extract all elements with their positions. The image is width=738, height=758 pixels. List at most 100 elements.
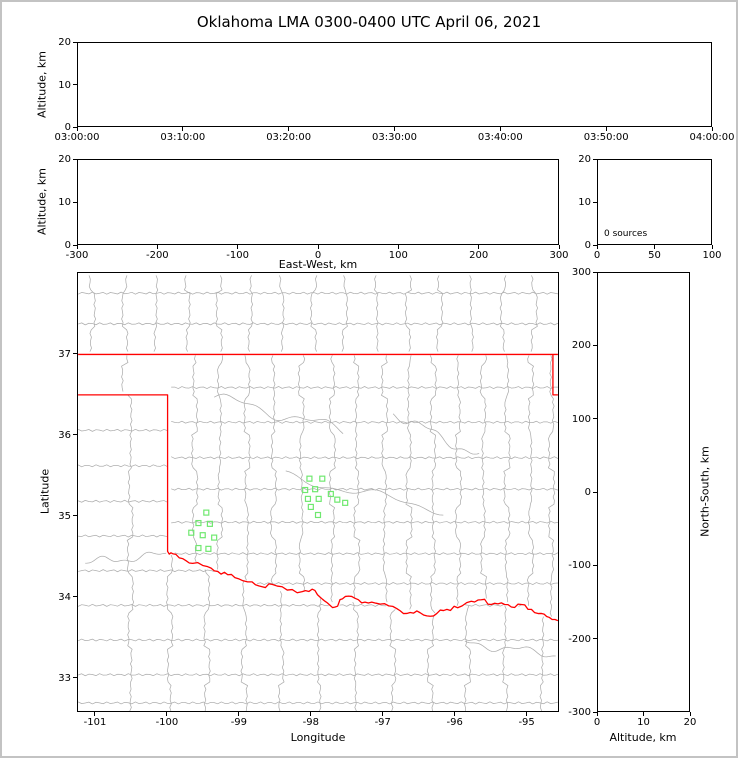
x-tick-label: 0 bbox=[314, 250, 322, 261]
y-tick-mark bbox=[73, 84, 77, 85]
y-tick-label: 200 bbox=[571, 340, 591, 352]
x-tick-label: 03:40:00 bbox=[477, 132, 523, 143]
x-tick-label: -99 bbox=[230, 717, 248, 728]
x-tick-mark bbox=[689, 712, 691, 716]
x-tick-mark bbox=[643, 712, 644, 716]
county-borders bbox=[78, 275, 558, 711]
y-tick-mark bbox=[73, 201, 77, 203]
x-tick-mark bbox=[596, 245, 598, 249]
x-tick-mark bbox=[166, 712, 168, 716]
x-tick-label: 03:20:00 bbox=[266, 132, 312, 143]
y-tick-label: 20 bbox=[58, 154, 71, 165]
x-tick-mark bbox=[499, 127, 501, 131]
y-tick-label: 100 bbox=[571, 413, 591, 425]
x-tick-mark bbox=[317, 245, 319, 249]
x-tick-label: -100 bbox=[155, 717, 179, 728]
x-tick-label: -96 bbox=[446, 717, 463, 728]
x-tick-mark bbox=[382, 712, 384, 716]
x-tick-mark bbox=[478, 245, 480, 249]
x-tick-label: 200 bbox=[469, 250, 489, 261]
x-tick-mark bbox=[605, 127, 607, 131]
y-tick-mark bbox=[593, 491, 597, 493]
x-tick-label: 100 bbox=[388, 250, 408, 261]
x-tick-label: -98 bbox=[302, 717, 319, 728]
plot-title: Oklahoma LMA 0300-0400 UTC April 06, 202… bbox=[196, 13, 542, 31]
lma-station-marker bbox=[307, 503, 314, 511]
y-tick-label: 10 bbox=[58, 197, 71, 208]
x-tick-label: 100 bbox=[702, 250, 722, 261]
lma-station-marker bbox=[304, 495, 312, 502]
x-tick-label: -200 bbox=[145, 250, 169, 261]
y-tick-mark bbox=[73, 434, 77, 436]
lma-station-marker bbox=[319, 475, 326, 482]
altitude-histogram-panel: 0 sources bbox=[597, 159, 712, 245]
lma-station-marker bbox=[203, 509, 210, 516]
x-tick-label: 300 bbox=[549, 250, 569, 261]
x-tick-mark bbox=[654, 245, 655, 249]
lma-station-marker bbox=[205, 545, 212, 552]
x-tick-label: 0 bbox=[593, 250, 601, 261]
ns-panel-ylabel: North-South, km bbox=[698, 446, 712, 537]
lma-station-marker bbox=[312, 486, 319, 493]
lma-station-marker bbox=[188, 529, 195, 536]
x-tick-label: 20 bbox=[683, 717, 697, 728]
y-tick-label: 10 bbox=[578, 197, 591, 208]
x-tick-label: -97 bbox=[374, 717, 391, 728]
lma-station-marker bbox=[199, 532, 206, 539]
y-tick-mark bbox=[73, 158, 77, 160]
lma-station-marker bbox=[327, 490, 334, 498]
x-tick-label: -95 bbox=[518, 717, 535, 728]
lma-station-marker bbox=[206, 520, 213, 527]
y-tick-mark bbox=[593, 271, 597, 273]
map-xlabel: Longitude bbox=[290, 731, 346, 744]
x-tick-label: 03:00:00 bbox=[54, 132, 100, 143]
y-tick-label: 0 bbox=[64, 240, 71, 251]
time-altitude-panel bbox=[77, 42, 712, 127]
x-tick-label: 03:30:00 bbox=[372, 132, 417, 143]
y-tick-mark bbox=[593, 244, 597, 246]
y-tick-mark bbox=[73, 244, 77, 246]
y-tick-mark bbox=[73, 515, 77, 517]
y-tick-mark bbox=[73, 353, 77, 355]
ns-altitude-panel bbox=[597, 272, 690, 712]
x-tick-mark bbox=[76, 245, 78, 249]
x-tick-mark bbox=[711, 127, 713, 131]
y-tick-mark bbox=[593, 418, 597, 420]
ew-altitude-panel bbox=[77, 159, 559, 245]
x-tick-mark bbox=[156, 245, 158, 249]
x-tick-mark bbox=[596, 712, 598, 716]
lma-station-marker bbox=[195, 519, 202, 527]
lma-station-marker bbox=[315, 495, 322, 502]
y-tick-mark bbox=[593, 344, 597, 346]
lma-station-marker bbox=[334, 496, 341, 503]
y-tick-label: 33 bbox=[58, 672, 71, 684]
x-tick-label: 03:50:00 bbox=[583, 132, 629, 143]
lma-station-marker bbox=[195, 544, 202, 552]
y-tick-label: 0 bbox=[64, 122, 71, 133]
x-tick-label: -100 bbox=[226, 250, 249, 261]
y-tick-label: 37 bbox=[58, 348, 71, 360]
x-tick-label: 03:10:00 bbox=[160, 132, 206, 143]
y-tick-label: 34 bbox=[58, 591, 71, 603]
y-tick-label: 35 bbox=[58, 510, 71, 522]
x-tick-mark bbox=[288, 127, 290, 131]
x-tick-mark bbox=[711, 245, 713, 249]
y-tick-mark bbox=[593, 564, 597, 566]
map-panel bbox=[77, 272, 559, 712]
x-tick-mark bbox=[310, 712, 312, 716]
y-tick-label: 0 bbox=[584, 487, 591, 498]
lma-station-marker bbox=[342, 499, 349, 506]
x-tick-mark bbox=[526, 712, 528, 716]
oklahoma-map bbox=[78, 275, 558, 711]
x-tick-mark bbox=[454, 712, 456, 716]
x-tick-label: -300 bbox=[65, 250, 89, 261]
y-tick-label: 10 bbox=[58, 79, 71, 91]
y-tick-mark bbox=[593, 638, 597, 640]
x-tick-mark bbox=[237, 245, 239, 249]
y-tick-label: 20 bbox=[578, 154, 591, 165]
state-borders bbox=[78, 353, 558, 622]
y-tick-mark bbox=[73, 596, 77, 598]
y-tick-mark bbox=[593, 158, 597, 160]
x-tick-label: -101 bbox=[83, 717, 107, 728]
